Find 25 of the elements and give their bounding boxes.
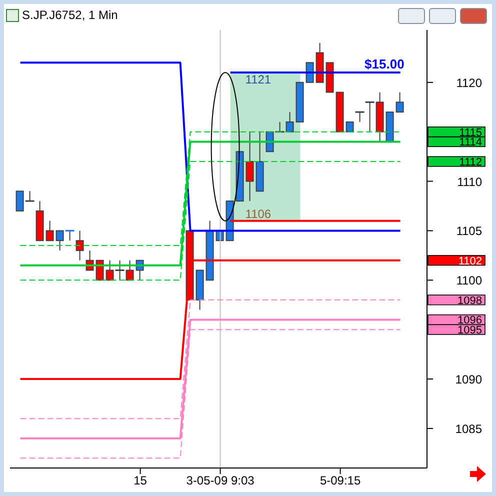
candlestick bbox=[76, 230, 84, 261]
candlestick bbox=[246, 131, 254, 202]
y-tick-label: 1114 bbox=[459, 136, 482, 149]
y-tick-label: 1105 bbox=[456, 224, 482, 238]
y-tick-label: 1095 bbox=[458, 324, 482, 337]
y-tick-label: 1112 bbox=[459, 156, 482, 168]
candlestick bbox=[396, 92, 404, 113]
y-tick-label: 1115 bbox=[459, 126, 482, 139]
y-tick-label: 1102 bbox=[458, 255, 482, 268]
candlestick bbox=[306, 62, 314, 83]
x-tick-label: 5-09:15 bbox=[320, 474, 361, 488]
chart-title: S.JP.J6752, 1 Min bbox=[22, 8, 118, 22]
y-tick-label: 1085 bbox=[455, 422, 482, 436]
annotation: 1106 bbox=[245, 206, 272, 221]
y-tick-label: 1090 bbox=[455, 372, 482, 387]
y-tick-label: 1098 bbox=[458, 294, 482, 307]
y-tick-label: 1100 bbox=[456, 274, 482, 288]
x-tick-label: 3-05-09 9:03 bbox=[186, 474, 255, 488]
y-tick-label: 1096 bbox=[458, 314, 482, 327]
y-tick-label: 1110 bbox=[457, 174, 482, 189]
annotation: 1121 bbox=[245, 72, 272, 87]
y-tick-label: 1120 bbox=[456, 76, 482, 90]
candlestick bbox=[46, 220, 54, 242]
annotation: $15.00 bbox=[364, 56, 404, 72]
x-tick-label: 15 bbox=[134, 474, 148, 488]
